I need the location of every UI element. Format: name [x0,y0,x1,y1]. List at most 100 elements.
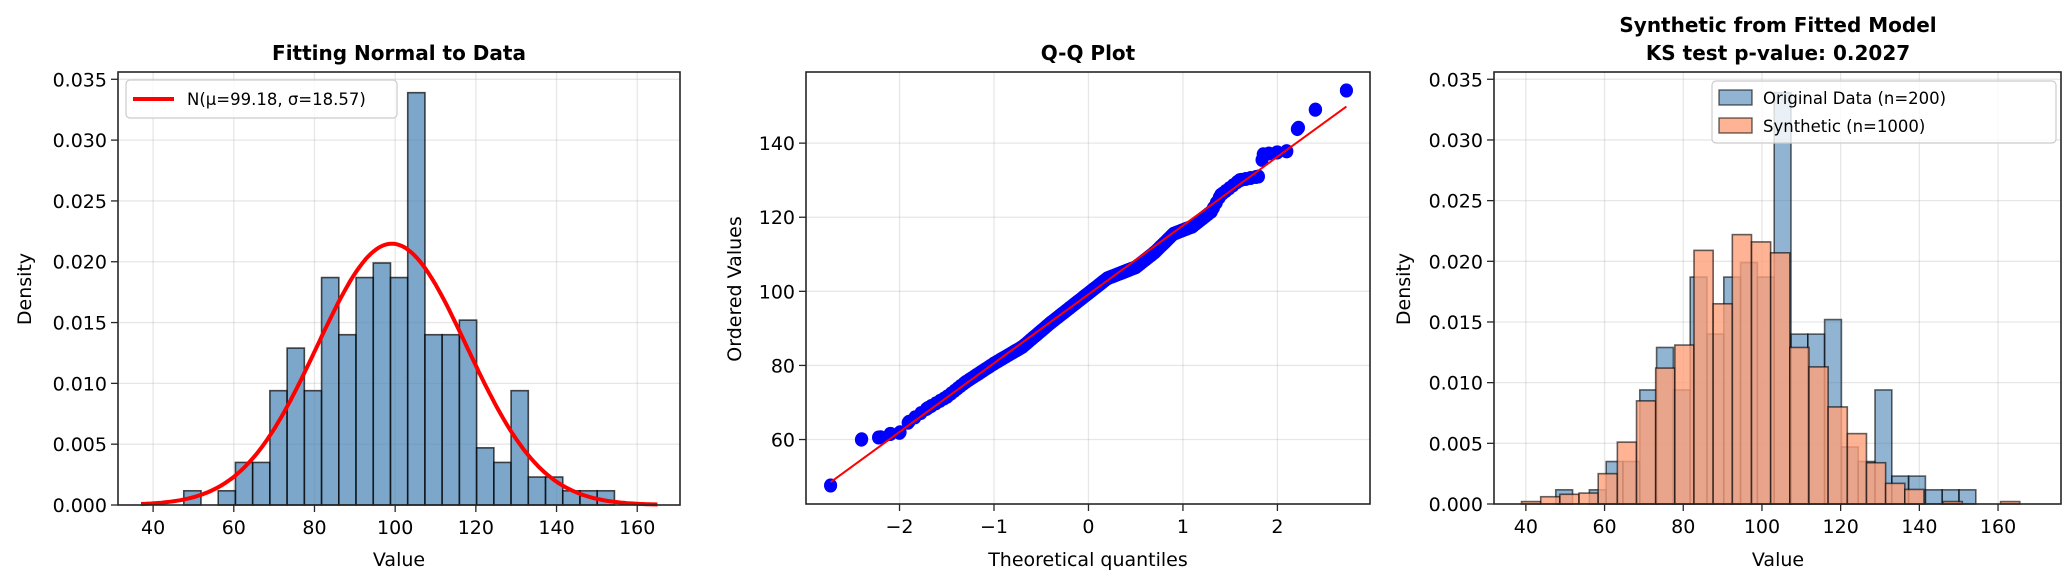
y-tick-label: 0.015 [53,313,107,335]
x-tick-label: 160 [619,517,655,539]
x-tick-label: 80 [1671,516,1695,538]
histogram-bar [1731,233,1753,505]
histogram-bar [475,447,495,506]
fit-line [829,105,1347,484]
histogram-bar [1827,406,1849,505]
legend: N(μ=99.18, σ=18.57) [125,79,398,119]
histogram-bar [510,389,530,506]
chart-synthetic: Synthetic from Fitted Model KS test p-va… [1393,13,2062,571]
histogram-bar [527,476,547,506]
y-tick-label: 140 [759,133,795,155]
x-axis-ticks: 40 60 80 100 120 140 160 [1514,504,2016,538]
qq-point [1290,122,1304,137]
y-tick-label: 0.020 [53,252,107,274]
qq-point [1256,147,1270,162]
plot-frame [1493,71,2062,505]
y-tick-label: 0.035 [1429,69,1483,91]
histogram-bar [1654,367,1676,505]
x-axis-label: Theoretical quantiles [987,549,1188,571]
x-tick-label: 140 [1901,516,1937,538]
qq-point [1233,173,1247,188]
histogram-bar [1789,346,1810,505]
histogram-bar [1693,249,1714,505]
histogram-bar [303,389,323,506]
y-tick-label: 100 [759,281,795,303]
y-axis-label: Density [1393,253,1415,325]
x-tick-label: 0 [1082,516,1094,538]
histogram-bar [1578,492,1599,505]
y-tick-label: 0.005 [1429,433,1483,455]
histogram-bar [372,262,392,506]
qq-point [902,414,916,429]
histogram-bar [1884,482,1906,505]
x-tick-label: 1 [1177,516,1189,538]
x-tick-label: 40 [141,517,165,539]
y-tick-label: 120 [759,207,795,229]
chart-title: Q-Q Plot [1041,41,1136,65]
legend-label-original: Original Data (n=200) [1763,89,1946,108]
y-tick-label: 0.000 [1429,494,1483,516]
histogram-bar [424,333,443,506]
y-axis-ticks: 0.000 0.005 0.010 0.015 0.020 0.025 0.030 0.035 [53,69,118,517]
chart-title-line-2: KS test p-value: 0.2027 [1646,41,1910,65]
histogram-bar [286,347,306,506]
histogram-bar [217,489,237,506]
y-tick-label: 0.030 [53,130,107,152]
legend: Original Data (n=200) Synthetic (n=1000) [1711,80,2057,144]
qq-point [1270,145,1284,160]
qq-point [1339,83,1353,98]
x-axis-ticks: −2 −1 0 1 2 [886,504,1283,538]
histogram-bar [1903,488,1925,505]
y-tick-label: 0.000 [53,495,107,517]
x-tick-label: 40 [1514,516,1538,538]
x-tick-label: 100 [1744,516,1780,538]
x-tick-label: −1 [980,516,1008,538]
y-tick-label: 80 [771,355,795,377]
histogram-bar [1616,441,1638,505]
y-axis-label: Ordered Values [724,216,746,361]
qq-point [1308,102,1322,117]
qq-point [1214,188,1228,202]
x-tick-label: 60 [1592,516,1616,538]
histogram-bar [1712,302,1734,505]
histogram-bar [1924,489,1944,505]
histogram-bar [320,276,340,506]
histogram-bar [493,461,512,506]
x-axis-ticks: 40 60 80 100 120 140 160 [141,505,655,539]
y-tick-label: 0.015 [1429,312,1483,334]
y-axis-ticks: 0.000 0.005 0.010 0.015 0.020 0.025 0.030 0.035 [1429,69,1494,516]
y-axis-label: Density [14,253,36,325]
qq-point [1204,204,1218,219]
y-tick-label: 0.020 [1429,251,1483,273]
normal-fit-curve [140,241,658,507]
legend-swatch-original [1718,89,1753,106]
x-tick-label: 80 [302,517,326,539]
chart-qq-plot: Q-Q Plot −2 −1 0 1 2 60 80 100 120 140 Theoretic… [724,41,1371,571]
chart-fitting-normal: Fitting Normal to Data 40 60 80 100 120 140 16… [14,41,681,571]
x-axis-label: Value [1752,549,1804,571]
qq-point [921,401,935,415]
histogram-bars [182,91,616,506]
x-axis-label: Value [373,549,425,571]
qq-point [1148,245,1162,260]
histogram-synthetic [1520,233,2021,505]
histogram-bar [1769,252,1791,505]
y-tick-label: 0.030 [1429,130,1483,152]
histogram-bar [1559,493,1580,505]
histogram-bar [338,333,357,506]
y-axis-ticks: 60 80 100 120 140 [759,133,806,452]
x-tick-label: 160 [1980,516,2016,538]
histogram-bar [1597,472,1619,505]
legend-swatch-synthetic [1718,117,1753,134]
x-tick-label: 60 [222,517,246,539]
histogram-bar [355,276,375,506]
qq-point [855,432,869,447]
y-tick-label: 0.010 [53,373,107,395]
grid [118,72,680,506]
qq-point [824,478,838,493]
chart-title: Fitting Normal to Data [272,41,526,65]
x-tick-label: 100 [377,517,413,539]
histogram-bar [441,333,461,506]
x-tick-label: 120 [1823,516,1859,538]
